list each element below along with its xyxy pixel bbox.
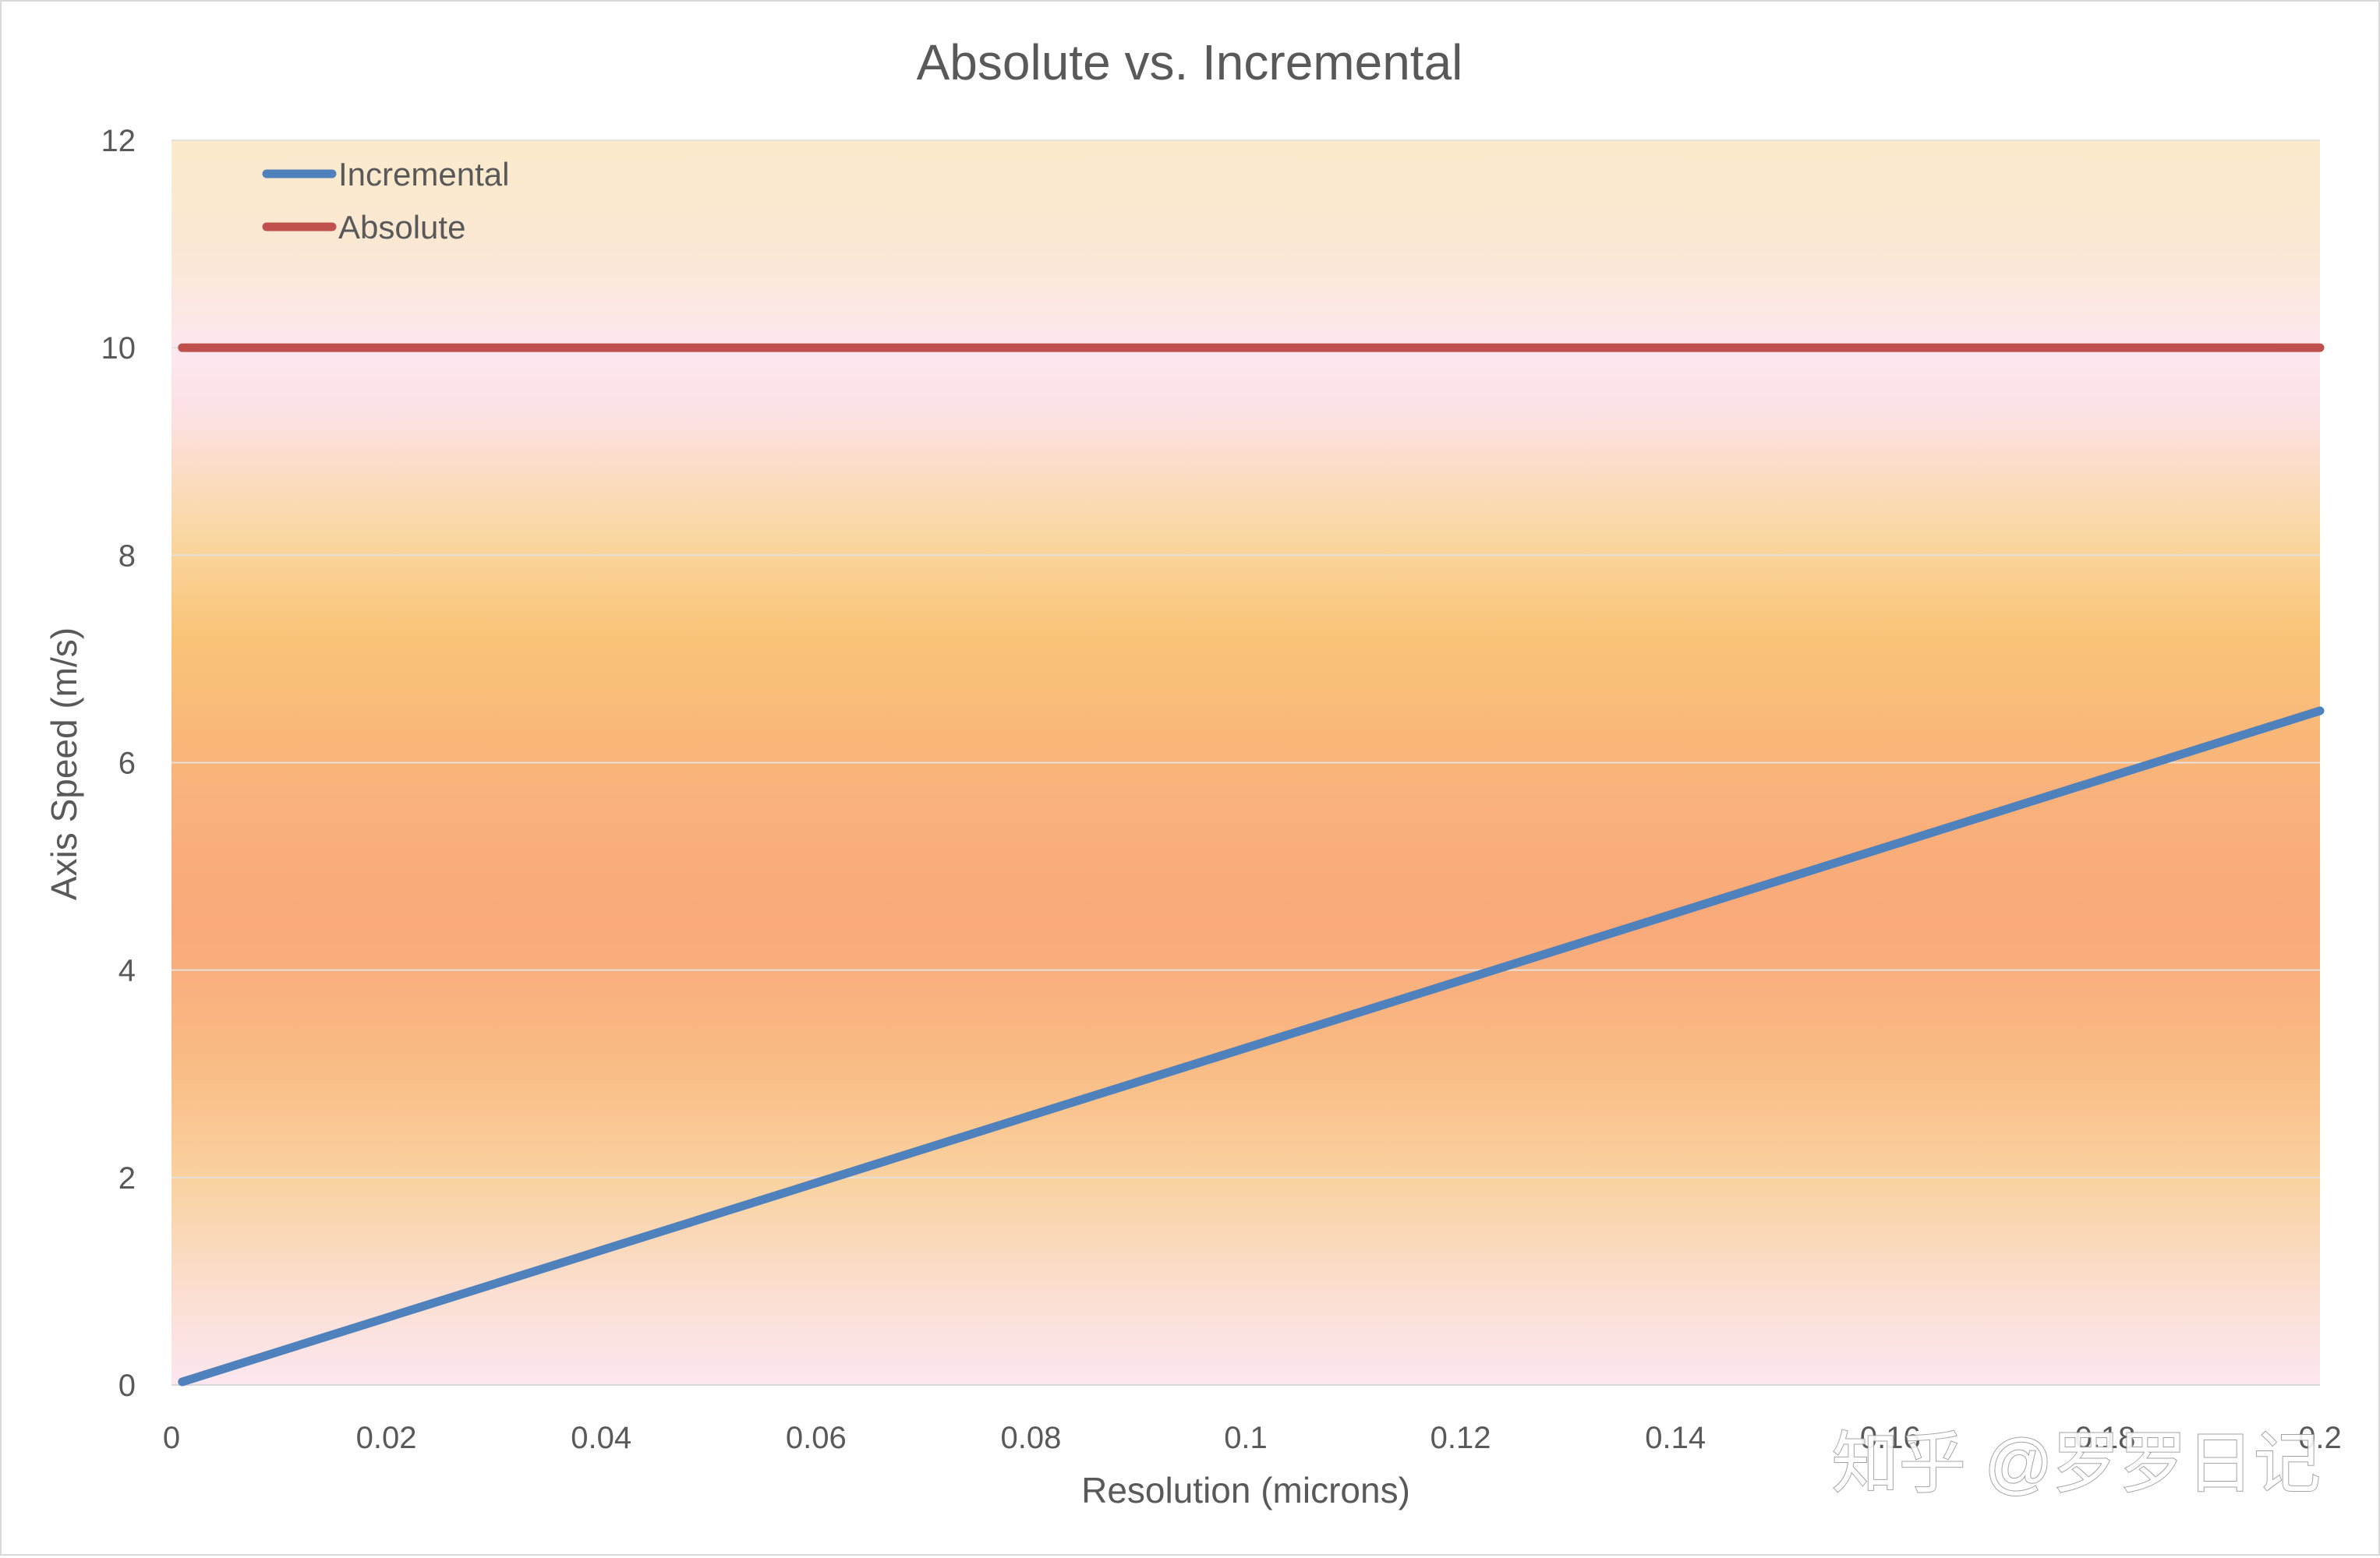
x-tick-label: 0.08 bbox=[1000, 1421, 1061, 1455]
x-tick-label: 0.02 bbox=[356, 1421, 417, 1455]
series-line-incremental bbox=[178, 706, 2325, 1387]
legend-label-absolute: Absolute bbox=[338, 209, 465, 246]
y-tick-label: 2 bbox=[118, 1161, 136, 1196]
x-tick-label: 0.12 bbox=[1430, 1421, 1491, 1455]
chart-title: Absolute vs. Incremental bbox=[917, 34, 1463, 90]
y-axis-label: Axis Speed (m/s) bbox=[44, 627, 84, 900]
x-tick-label: 0 bbox=[163, 1421, 180, 1455]
x-tick-label: 0.16 bbox=[1860, 1421, 1921, 1455]
legend: Incremental Absolute bbox=[262, 156, 509, 246]
y-tick-label: 0 bbox=[118, 1369, 136, 1403]
x-tick-label: 0.1 bbox=[1224, 1421, 1268, 1455]
x-axis-label: Resolution (microns) bbox=[1081, 1470, 1410, 1510]
x-axis-ticks: 0 0.02 0.04 0.06 0.08 0.1 0.12 0.14 0.16 0.18 0.2 bbox=[163, 1421, 2342, 1455]
grid-lines bbox=[172, 140, 2320, 1178]
y-axis-ticks: 0 2 4 6 8 10 12 bbox=[101, 124, 136, 1403]
x-tick-label: 0.06 bbox=[786, 1421, 847, 1455]
x-tick-label: 0.04 bbox=[571, 1421, 631, 1455]
y-tick-label: 6 bbox=[118, 747, 136, 781]
x-tick-label: 0.18 bbox=[2074, 1421, 2135, 1455]
watermark-text: 知乎 @罗罗日记 bbox=[1832, 1426, 2321, 1501]
y-tick-label: 10 bbox=[101, 331, 136, 366]
series-layer bbox=[178, 343, 2325, 1387]
y-tick-label: 8 bbox=[118, 539, 136, 573]
y-tick-label: 4 bbox=[118, 954, 136, 988]
x-tick-label: 0.2 bbox=[2298, 1421, 2342, 1455]
x-tick-label: 0.14 bbox=[1645, 1421, 1706, 1455]
legend-label-incremental: Incremental bbox=[338, 156, 509, 193]
y-tick-label: 12 bbox=[101, 124, 136, 158]
